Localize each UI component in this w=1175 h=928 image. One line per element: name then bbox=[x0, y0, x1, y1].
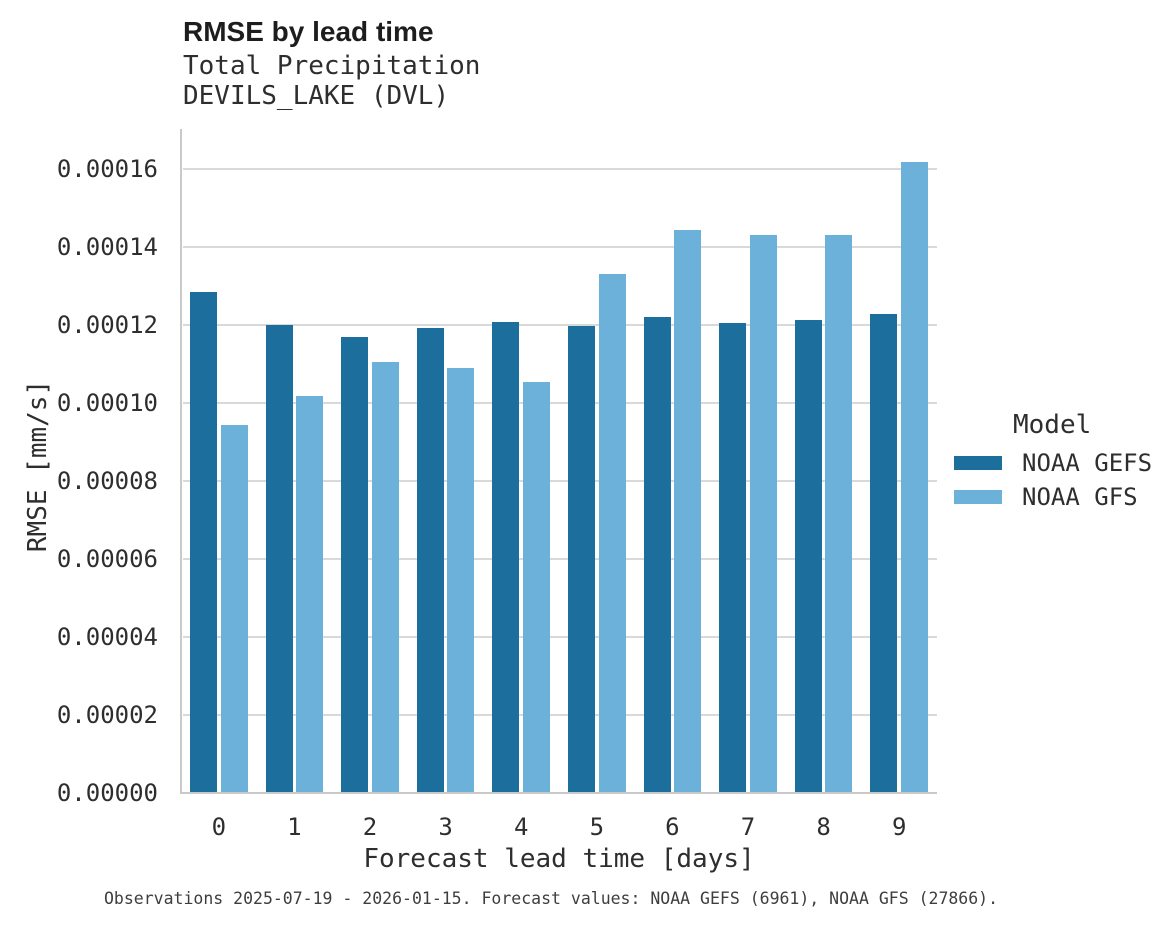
chart-subtitle-variable: Total Precipitation bbox=[183, 51, 481, 81]
bar-noaa-gefs-lead-3 bbox=[416, 328, 444, 793]
bar-noaa-gfs-lead-3 bbox=[447, 368, 475, 793]
x-tick-label-9: 9 bbox=[891, 813, 907, 841]
legend-label-noaa-gfs: NOAA GFS bbox=[1022, 483, 1138, 511]
x-tick-label-7: 7 bbox=[740, 813, 756, 841]
x-tick-label-6: 6 bbox=[665, 813, 680, 841]
bar-noaa-gfs-lead-5 bbox=[598, 273, 626, 793]
bar-noaa-gefs-lead-5 bbox=[568, 325, 596, 793]
bar-noaa-gfs-lead-9 bbox=[900, 161, 928, 793]
y-tick-label: 0.00016 bbox=[56, 155, 158, 184]
chart-title: RMSE by lead time bbox=[183, 16, 434, 47]
y-tick-label: 0.00004 bbox=[56, 623, 158, 652]
bar-noaa-gefs-lead-8 bbox=[794, 320, 822, 793]
bar-noaa-gfs-lead-6 bbox=[674, 229, 702, 793]
x-axis-title: Forecast lead time [days] bbox=[363, 844, 755, 874]
x-tick-label-5: 5 bbox=[589, 813, 605, 841]
observation-caption: Observations 2025-07-19 - 2026-01-15. Fo… bbox=[104, 889, 999, 908]
y-gridline bbox=[183, 246, 937, 249]
y-axis-title: RMSE [mm/s] bbox=[23, 379, 53, 553]
x-tick-label-4: 4 bbox=[513, 813, 529, 841]
y-tick-label: 0.00012 bbox=[56, 311, 158, 340]
y-gridline bbox=[183, 324, 937, 327]
legend-title: Model bbox=[1013, 410, 1092, 440]
x-tick-label-3: 3 bbox=[438, 813, 453, 841]
bar-noaa-gfs-lead-4 bbox=[522, 381, 550, 793]
y-gridline bbox=[183, 558, 937, 561]
legend-swatch-noaa-gefs bbox=[954, 456, 1002, 470]
y-gridline bbox=[183, 714, 937, 717]
bar-noaa-gfs-lead-1 bbox=[296, 395, 324, 793]
x-tick-label-2: 2 bbox=[362, 813, 378, 841]
y-tick-label: 0.00014 bbox=[56, 233, 158, 262]
x-tick-label-8: 8 bbox=[816, 813, 831, 841]
bar-noaa-gefs-lead-9 bbox=[870, 314, 898, 793]
y-tick-label: 0.00010 bbox=[56, 389, 158, 418]
bar-noaa-gfs-lead-8 bbox=[825, 235, 853, 793]
x-axis-line bbox=[180, 792, 937, 794]
y-tick-label: 0.00008 bbox=[56, 467, 158, 496]
bar-noaa-gfs-lead-2 bbox=[371, 362, 399, 793]
bar-noaa-gfs-lead-0 bbox=[220, 425, 248, 793]
y-tick-label: 0.00002 bbox=[56, 701, 158, 730]
x-tick-label-0: 0 bbox=[211, 813, 227, 841]
y-gridline bbox=[183, 168, 937, 171]
y-axis-line bbox=[180, 129, 182, 794]
bar-noaa-gefs-lead-6 bbox=[643, 316, 671, 793]
y-gridline bbox=[183, 636, 937, 639]
x-tick-label-1: 1 bbox=[287, 813, 302, 841]
bar-noaa-gefs-lead-7 bbox=[719, 322, 747, 793]
bar-noaa-gefs-lead-0 bbox=[190, 291, 218, 793]
chart-subtitle-station: DEVILS_LAKE (DVL) bbox=[183, 81, 450, 111]
y-gridline bbox=[183, 480, 937, 483]
legend-swatch-noaa-gfs bbox=[954, 490, 1002, 504]
bar-noaa-gefs-lead-1 bbox=[265, 324, 293, 793]
y-gridline bbox=[183, 402, 937, 405]
bar-noaa-gefs-lead-4 bbox=[492, 322, 520, 793]
y-tick-label: 0.00006 bbox=[56, 545, 158, 574]
bar-noaa-gefs-lead-2 bbox=[341, 336, 369, 793]
bar-noaa-gfs-lead-7 bbox=[749, 235, 777, 793]
legend-label-noaa-gefs: NOAA GEFS bbox=[1022, 449, 1153, 477]
y-tick-label: 0.00000 bbox=[56, 779, 158, 807]
